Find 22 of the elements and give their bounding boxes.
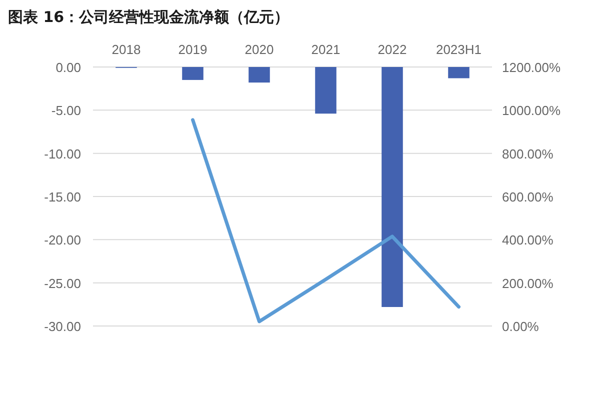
y-tick-label: -15.00 — [44, 190, 81, 204]
y2-tick-label: 800.00% — [502, 146, 554, 162]
y2-tick-label: 400.00% — [502, 232, 554, 248]
y2-tick-label: 1200.00% — [502, 60, 561, 75]
chart-title: 图表 16：公司经营性现金流净额（亿元） — [8, 8, 290, 26]
y2-tick-label: 0.00% — [502, 319, 540, 334]
y2-tick-label: 600.00% — [502, 190, 554, 204]
y-tick-label: -10.00 — [44, 146, 81, 162]
y-tick-label: -20.00 — [44, 232, 81, 248]
x-tick-label: 2023H1 — [436, 42, 482, 57]
y-tick-label: 0.00 — [56, 60, 81, 75]
y2-tick-label: 200.00% — [502, 276, 554, 291]
y2-tick-label: 1000.00% — [502, 103, 561, 118]
x-tick-label: 2020 — [244, 42, 274, 57]
x-tick-label: 2018 — [112, 42, 141, 57]
x-tick-label: 2021 — [311, 42, 340, 57]
y-tick-label: -5.00 — [51, 103, 81, 118]
x-tick-label: 2022 — [378, 42, 407, 57]
y-tick-label: -30.00 — [44, 319, 81, 334]
x-tick-label: 2019 — [178, 42, 208, 57]
line-series — [191, 118, 460, 324]
y-tick-label: -25.00 — [44, 276, 81, 291]
